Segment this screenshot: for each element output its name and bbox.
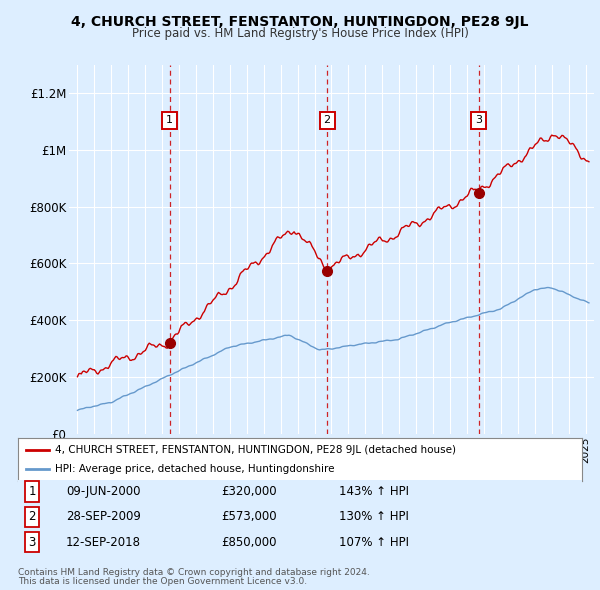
Text: This data is licensed under the Open Government Licence v3.0.: This data is licensed under the Open Gov… [18, 577, 307, 586]
Text: 12-SEP-2018: 12-SEP-2018 [66, 536, 141, 549]
Text: HPI: Average price, detached house, Huntingdonshire: HPI: Average price, detached house, Hunt… [55, 464, 334, 474]
Text: 09-JUN-2000: 09-JUN-2000 [66, 485, 140, 498]
Text: Price paid vs. HM Land Registry's House Price Index (HPI): Price paid vs. HM Land Registry's House … [131, 27, 469, 40]
Text: 28-SEP-2009: 28-SEP-2009 [66, 510, 141, 523]
Text: 107% ↑ HPI: 107% ↑ HPI [340, 536, 409, 549]
Text: 2: 2 [323, 116, 331, 126]
Text: £850,000: £850,000 [221, 536, 277, 549]
Text: 4, CHURCH STREET, FENSTANTON, HUNTINGDON, PE28 9JL (detached house): 4, CHURCH STREET, FENSTANTON, HUNTINGDON… [55, 445, 455, 455]
Text: £320,000: £320,000 [221, 485, 277, 498]
Text: £573,000: £573,000 [221, 510, 277, 523]
Text: 2: 2 [28, 510, 36, 523]
Text: 1: 1 [28, 485, 36, 498]
Text: 4, CHURCH STREET, FENSTANTON, HUNTINGDON, PE28 9JL: 4, CHURCH STREET, FENSTANTON, HUNTINGDON… [71, 15, 529, 29]
Text: 130% ↑ HPI: 130% ↑ HPI [340, 510, 409, 523]
Text: 3: 3 [28, 536, 36, 549]
Text: Contains HM Land Registry data © Crown copyright and database right 2024.: Contains HM Land Registry data © Crown c… [18, 568, 370, 576]
Text: 143% ↑ HPI: 143% ↑ HPI [340, 485, 409, 498]
Text: 3: 3 [475, 116, 482, 126]
Text: 1: 1 [166, 116, 173, 126]
